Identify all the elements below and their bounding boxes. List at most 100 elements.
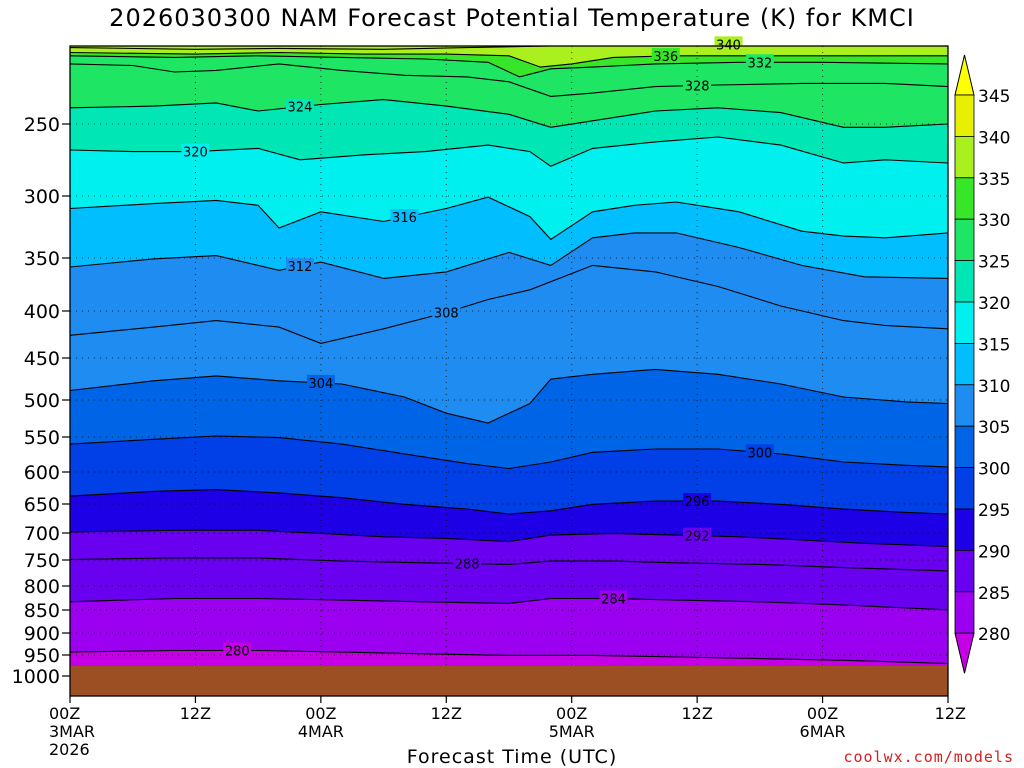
x-date-label: 3MAR bbox=[49, 722, 95, 741]
contour-label-bg bbox=[683, 77, 712, 93]
y-tick-label: 250 bbox=[24, 114, 60, 136]
isentrope-304 bbox=[70, 368, 948, 424]
y-tick-label: 950 bbox=[24, 645, 60, 667]
contour-label-bg bbox=[453, 555, 482, 571]
x-tick-label: 00Z bbox=[305, 704, 336, 723]
colorbar-swatch bbox=[954, 301, 975, 344]
chart-title: 2026030300 NAM Forecast Potential Temper… bbox=[109, 4, 915, 32]
contour-label-336: 336 bbox=[653, 50, 678, 65]
isentrope-284 bbox=[70, 597, 948, 611]
colorbar-arrow-high bbox=[954, 54, 975, 96]
colorbar-swatch bbox=[954, 260, 975, 303]
x-tick-label: 12Z bbox=[431, 704, 462, 723]
isentrope-316 bbox=[70, 196, 948, 241]
colorbar-swatch bbox=[954, 508, 975, 551]
colorbar-label: 300 bbox=[978, 460, 1010, 480]
colorbar-swatch bbox=[954, 550, 975, 593]
y-tick-label: 400 bbox=[24, 301, 60, 323]
colorbar-label: 315 bbox=[978, 335, 1010, 355]
y-tick-label: 750 bbox=[24, 550, 60, 572]
band-280 bbox=[70, 650, 948, 666]
contour-label-284: 284 bbox=[601, 593, 626, 608]
colorbar-swatch bbox=[954, 591, 975, 634]
x-tick-label: 12Z bbox=[935, 704, 966, 723]
x-tick-label: 12Z bbox=[681, 704, 712, 723]
isentrope-296 bbox=[70, 489, 948, 515]
contour-label-328: 328 bbox=[685, 80, 710, 95]
x-date-label: 4MAR bbox=[298, 722, 344, 741]
ground bbox=[70, 666, 948, 696]
colorbar-swatch bbox=[954, 94, 975, 137]
plot-frame bbox=[69, 45, 949, 697]
isentrope-324 bbox=[70, 99, 948, 128]
y-tick-label: 900 bbox=[24, 623, 60, 645]
contour-label-296: 296 bbox=[685, 495, 710, 510]
x-tick-label: 00Z bbox=[807, 704, 838, 723]
credit-link[interactable]: coolwx.com/models bbox=[843, 748, 1014, 766]
colorbar: 345 340 335 330 325 320 315 310 305 300 295 290 285 2… bbox=[954, 54, 1010, 674]
contour-label-bg bbox=[714, 36, 743, 52]
contour-label-280: 280 bbox=[225, 645, 250, 660]
contour-label-300: 300 bbox=[747, 446, 772, 461]
isentrope-292 bbox=[70, 529, 948, 548]
y-tick-label: 850 bbox=[24, 600, 60, 622]
isentrope-332 bbox=[70, 55, 948, 78]
colorbar-label: 345 bbox=[978, 87, 1010, 107]
x-date-label: 6MAR bbox=[800, 722, 846, 741]
contour-label-316: 316 bbox=[392, 211, 417, 226]
contour-label-bg bbox=[599, 590, 628, 606]
colorbar-label: 295 bbox=[978, 501, 1010, 521]
colorbar-label: 290 bbox=[978, 542, 1010, 562]
isentrope-328 bbox=[70, 63, 948, 97]
isentrope-312 bbox=[70, 232, 948, 279]
contour-label-bg bbox=[683, 527, 712, 543]
contour-label-320: 320 bbox=[183, 146, 208, 161]
x-date-label: 5MAR bbox=[549, 722, 595, 741]
y-tick-label: 1000 bbox=[12, 666, 60, 688]
colorbar-label: 310 bbox=[978, 377, 1010, 397]
contour-label-bg bbox=[285, 98, 314, 114]
isentrope-288 bbox=[70, 557, 948, 572]
colorbar-label: 285 bbox=[978, 584, 1010, 604]
colorbar-swatch bbox=[954, 135, 975, 179]
contour-label-332: 332 bbox=[747, 56, 772, 71]
colorbar-label: 305 bbox=[978, 418, 1010, 438]
colorbar-swatch bbox=[954, 467, 975, 510]
isentrope-308 bbox=[70, 264, 948, 344]
contour-label-304: 304 bbox=[308, 377, 333, 392]
y-tick-label: 300 bbox=[24, 186, 60, 208]
contour-label-bg bbox=[651, 48, 680, 64]
colorbar-label: 325 bbox=[978, 253, 1010, 273]
grid bbox=[70, 46, 948, 696]
y-tick-label: 700 bbox=[24, 523, 60, 545]
y-tick-label: 800 bbox=[24, 576, 60, 598]
y-tick-label: 600 bbox=[24, 462, 60, 484]
x-tick-label: 00Z bbox=[49, 704, 80, 723]
colorbar-label: 335 bbox=[978, 170, 1010, 190]
colorbar-label: 330 bbox=[978, 211, 1010, 231]
band-284 bbox=[70, 598, 948, 666]
contour-label-bg bbox=[181, 143, 210, 159]
colorbar-swatch bbox=[954, 177, 975, 220]
colorbar-label: 320 bbox=[978, 294, 1010, 314]
x-tick-label: 12Z bbox=[180, 704, 211, 723]
colorbar-arrow-low bbox=[954, 632, 975, 674]
colorbar-label: 280 bbox=[978, 625, 1010, 645]
contour-label-bg bbox=[683, 493, 712, 508]
isentrope-320 bbox=[70, 136, 948, 167]
y-tick-label: 550 bbox=[24, 427, 60, 449]
contour-label-292: 292 bbox=[685, 530, 710, 545]
contour-label-bg bbox=[432, 304, 461, 320]
isentrope-300 bbox=[70, 435, 948, 470]
contour-label-bg bbox=[745, 444, 774, 460]
y-axis: 2503003504004505005506006507007508008509… bbox=[12, 114, 70, 688]
colorbar-label: 340 bbox=[978, 128, 1010, 148]
x-date-label: 2026 bbox=[49, 740, 90, 759]
colorbar-swatch bbox=[954, 425, 975, 469]
contour-label-bg bbox=[223, 642, 252, 658]
contour-label-bg bbox=[745, 54, 774, 70]
colorbar-swatch bbox=[954, 218, 975, 261]
